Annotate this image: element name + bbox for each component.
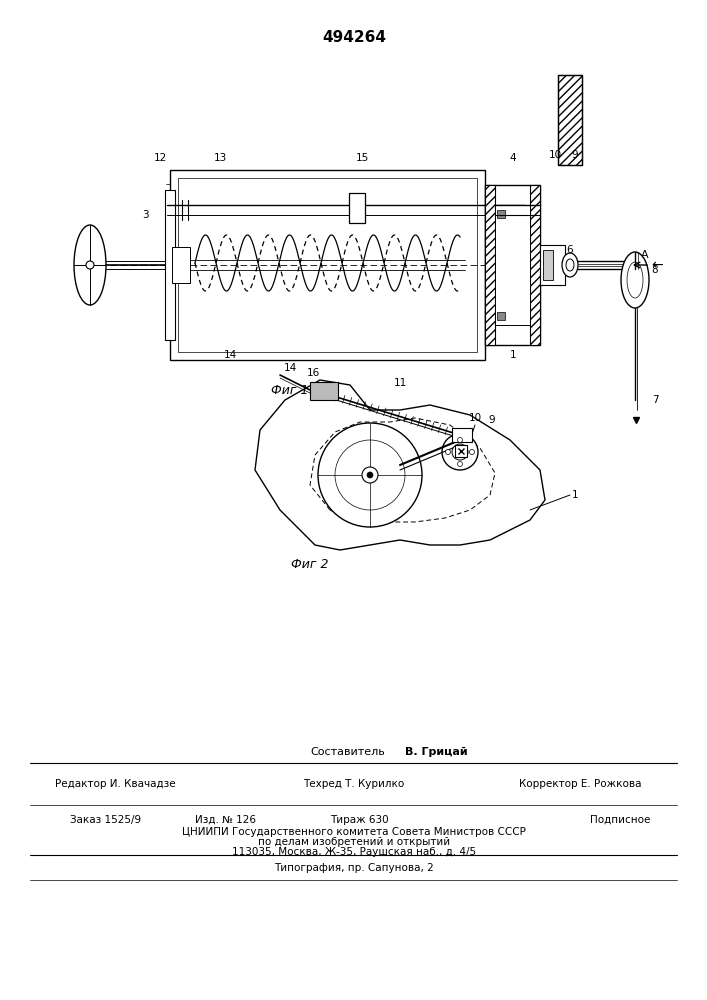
Ellipse shape <box>318 423 422 527</box>
Text: 14: 14 <box>284 363 297 373</box>
Ellipse shape <box>362 467 378 483</box>
Text: по делам изобретений и открытий: по делам изобретений и открытий <box>258 837 450 847</box>
Ellipse shape <box>621 252 649 308</box>
Ellipse shape <box>457 438 462 442</box>
Ellipse shape <box>86 261 94 269</box>
Text: 16: 16 <box>306 368 320 378</box>
Bar <box>558 75 582 165</box>
Text: Фиг 1: Фиг 1 <box>271 383 309 396</box>
Ellipse shape <box>566 259 574 271</box>
Bar <box>495 205 530 325</box>
Bar <box>349 193 365 223</box>
Bar <box>452 428 472 442</box>
Ellipse shape <box>367 472 373 478</box>
Ellipse shape <box>562 253 578 277</box>
Ellipse shape <box>452 444 468 460</box>
Text: 9: 9 <box>489 415 496 425</box>
Text: 10: 10 <box>469 413 481 423</box>
Bar <box>455 445 467 457</box>
Text: 14: 14 <box>223 350 237 360</box>
Text: 6: 6 <box>567 245 573 255</box>
Text: 1: 1 <box>510 350 516 360</box>
Text: 1: 1 <box>572 490 578 500</box>
Bar <box>497 312 505 320</box>
Text: 3: 3 <box>141 210 148 220</box>
Text: Корректор Е. Рожкова: Корректор Е. Рожкова <box>519 779 641 789</box>
Text: A: A <box>641 250 649 260</box>
Text: Тираж 630: Тираж 630 <box>330 815 389 825</box>
Text: 113035, Москва, Ж-35, Раушская наб., д. 4/5: 113035, Москва, Ж-35, Раушская наб., д. … <box>232 847 476 857</box>
Bar <box>178 178 477 352</box>
Bar <box>543 250 553 280</box>
Text: 13: 13 <box>214 153 227 163</box>
Text: 12: 12 <box>153 153 167 163</box>
Text: Редактор И. Квачадзе: Редактор И. Квачадзе <box>54 779 175 789</box>
Text: В. Грицай: В. Грицай <box>405 747 467 757</box>
Text: Фиг 2: Фиг 2 <box>291 558 329 572</box>
Bar <box>485 185 540 345</box>
Bar <box>170 170 485 360</box>
Text: Подписное: Подписное <box>590 815 650 825</box>
Bar <box>497 210 505 218</box>
Bar <box>530 185 540 345</box>
Bar <box>172 247 190 283</box>
Ellipse shape <box>457 462 462 466</box>
Bar <box>558 75 582 165</box>
Text: Заказ 1525/9: Заказ 1525/9 <box>70 815 141 825</box>
Text: Типография, пр. Сапунова, 2: Типография, пр. Сапунова, 2 <box>274 863 434 873</box>
Text: ЦНИИПИ Государственного комитета Совета Министров СССР: ЦНИИПИ Государственного комитета Совета … <box>182 827 526 837</box>
Ellipse shape <box>445 450 450 454</box>
Text: ←: ← <box>651 258 663 272</box>
Text: 7: 7 <box>652 395 658 405</box>
Bar <box>485 185 495 345</box>
Polygon shape <box>255 380 545 550</box>
Text: 494264: 494264 <box>322 29 386 44</box>
Text: 8: 8 <box>652 265 658 275</box>
Bar <box>540 245 565 285</box>
Ellipse shape <box>442 434 478 470</box>
Text: 9: 9 <box>572 150 578 160</box>
Text: 5: 5 <box>486 310 493 320</box>
Text: 15: 15 <box>356 153 368 163</box>
Bar <box>165 190 175 340</box>
Bar <box>310 382 338 400</box>
Text: Техред Т. Курилко: Техред Т. Курилко <box>303 779 404 789</box>
Text: 10: 10 <box>549 150 561 160</box>
Text: 11: 11 <box>393 378 407 388</box>
Ellipse shape <box>469 450 474 454</box>
Text: 4: 4 <box>510 153 516 163</box>
Text: Составитель: Составитель <box>310 747 385 757</box>
Text: Изд. № 126: Изд. № 126 <box>195 815 256 825</box>
